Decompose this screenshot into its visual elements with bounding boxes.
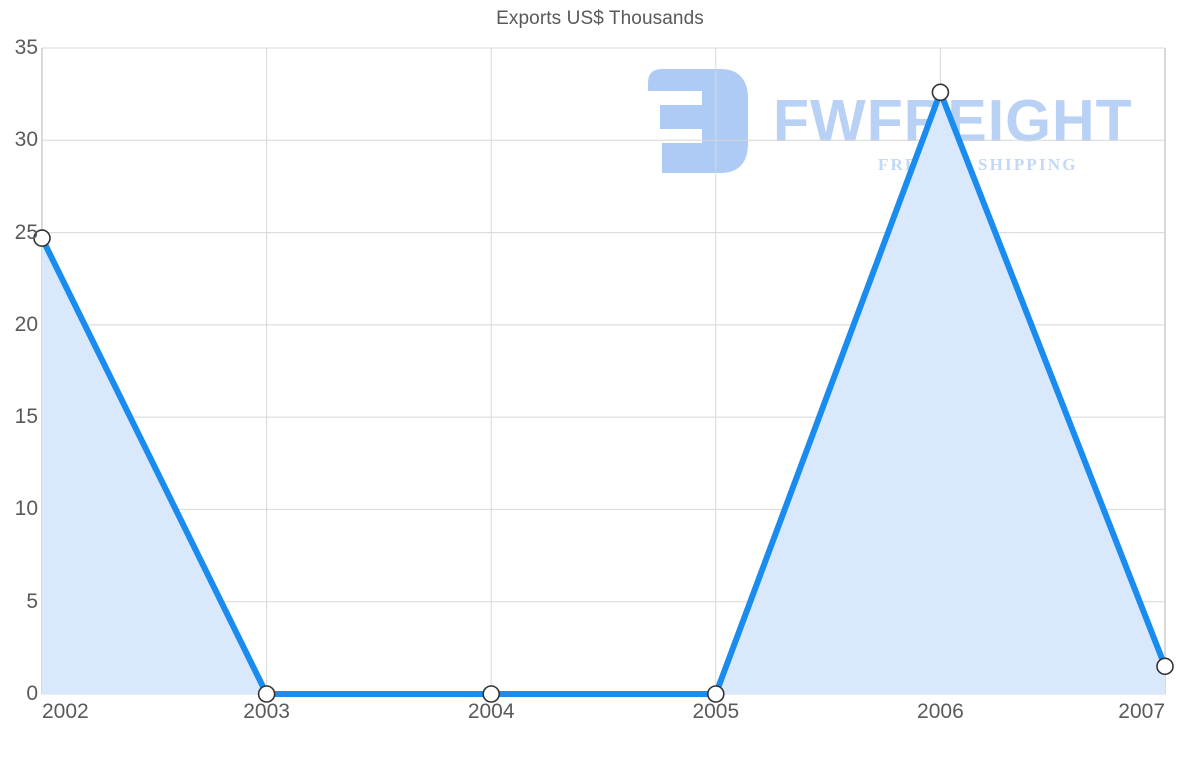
y-axis-tick-label: 0 <box>26 682 38 705</box>
y-axis-tick-label: 35 <box>14 36 38 59</box>
data-point-marker[interactable] <box>931 83 950 102</box>
area-fill <box>42 92 1165 695</box>
y-axis-tick-label: 5 <box>26 589 38 613</box>
x-axis-tick-label: 2002 <box>42 700 89 723</box>
data-point-marker[interactable] <box>257 685 276 703</box>
x-axis-tick-label: 2004 <box>467 700 515 723</box>
data-point-marker[interactable] <box>706 685 725 703</box>
x-axis-tick-label: 2007 <box>1118 700 1165 723</box>
data-line <box>39 89 1168 697</box>
x-axis-tick-label: 2005 <box>692 700 740 723</box>
data-point-marker[interactable] <box>1156 657 1174 676</box>
x-axis-tick-label: 2006 <box>917 700 964 723</box>
x-axis-tick-label: 2003 <box>243 700 290 723</box>
data-point-marker[interactable] <box>33 229 51 247</box>
y-axis-tick-label: 20 <box>14 312 38 336</box>
y-axis: 0 5 10 15 20 25 30 35 <box>0 0 38 763</box>
data-point-marker[interactable] <box>482 685 501 703</box>
data-markers <box>33 83 1174 703</box>
y-axis-tick-label: 10 <box>14 497 38 521</box>
y-axis-tick-label: 25 <box>14 220 38 244</box>
y-axis-tick-label: 30 <box>14 128 38 152</box>
chart-title: Exports US$ Thousands <box>496 8 704 29</box>
y-axis-tick-label: 15 <box>14 405 38 429</box>
